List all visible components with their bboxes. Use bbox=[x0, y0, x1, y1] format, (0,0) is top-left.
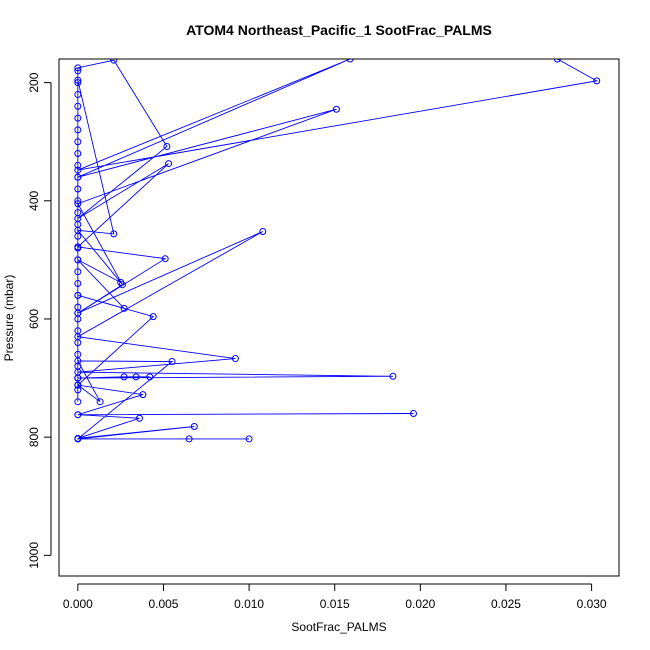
data-point bbox=[74, 197, 82, 205]
data-point bbox=[74, 374, 82, 382]
data-point bbox=[74, 64, 82, 72]
y-axis-label: Pressure (mbar) bbox=[2, 275, 16, 362]
x-tick-label: 0.015 bbox=[320, 597, 350, 611]
data-point bbox=[185, 435, 193, 443]
data-point bbox=[190, 423, 198, 431]
data-point bbox=[74, 138, 82, 146]
data-point bbox=[149, 313, 157, 321]
data-point bbox=[74, 161, 82, 169]
data-point bbox=[74, 102, 82, 110]
data-point bbox=[161, 255, 169, 263]
data-point bbox=[245, 435, 253, 443]
data-point bbox=[553, 59, 561, 63]
series-layer bbox=[74, 59, 601, 443]
x-tick-label: 0.030 bbox=[577, 597, 607, 611]
data-point bbox=[74, 243, 82, 251]
y-tick-label: 200 bbox=[27, 72, 41, 92]
data-point bbox=[74, 309, 82, 317]
data-point bbox=[74, 150, 82, 158]
data-point bbox=[74, 76, 82, 84]
data-point bbox=[118, 281, 126, 289]
data-point bbox=[259, 228, 267, 236]
axes-layer: 0.000 0.005 0.010 0.015 0.020 0.025 0.030 200 40… bbox=[27, 72, 607, 611]
data-point bbox=[593, 77, 601, 85]
data-point bbox=[389, 372, 397, 380]
data-point bbox=[74, 114, 82, 122]
data-point bbox=[346, 59, 354, 63]
data-point bbox=[74, 256, 82, 264]
data-point bbox=[74, 226, 82, 234]
x-tick-label: 0.025 bbox=[491, 597, 521, 611]
data-point bbox=[74, 381, 82, 389]
data-point bbox=[120, 304, 128, 312]
y-tick-label: 600 bbox=[27, 309, 41, 329]
x-axis-label: SootFrac_PALMS bbox=[291, 620, 386, 634]
data-point bbox=[74, 357, 82, 365]
data-point bbox=[120, 373, 128, 381]
chart-title: ATOM4 Northeast_Pacific_1 SootFrac_PALMS bbox=[186, 22, 492, 38]
data-point bbox=[74, 333, 82, 341]
data-point bbox=[74, 166, 82, 174]
data-point bbox=[139, 391, 147, 399]
data-point bbox=[74, 268, 82, 276]
data-point bbox=[74, 398, 82, 406]
data-point bbox=[74, 173, 82, 181]
data-point bbox=[110, 59, 118, 64]
data-point bbox=[231, 355, 239, 363]
data-point bbox=[165, 160, 173, 168]
data-point bbox=[74, 79, 82, 87]
data-point bbox=[135, 414, 143, 422]
data-point bbox=[96, 398, 104, 406]
data-point bbox=[110, 230, 118, 238]
data-point bbox=[132, 373, 140, 381]
data-point bbox=[168, 358, 176, 366]
data-point bbox=[410, 410, 417, 418]
data-point bbox=[146, 373, 154, 381]
data-point bbox=[74, 280, 82, 288]
y-tick-label: 800 bbox=[27, 427, 41, 447]
data-point bbox=[332, 105, 340, 113]
plot-frame bbox=[58, 58, 620, 577]
series-line bbox=[76, 59, 599, 440]
data-point bbox=[74, 90, 82, 98]
data-point bbox=[74, 185, 82, 193]
y-tick-label: 1000 bbox=[27, 542, 41, 569]
data-point bbox=[74, 67, 82, 75]
data-point bbox=[74, 215, 82, 223]
data-point bbox=[163, 142, 171, 150]
x-tick-label: 0.010 bbox=[234, 597, 264, 611]
y-tick-label: 400 bbox=[27, 190, 41, 210]
data-point bbox=[74, 200, 82, 208]
x-tick-label: 0.000 bbox=[63, 597, 93, 611]
data-point bbox=[74, 435, 82, 443]
data-point bbox=[74, 291, 82, 299]
data-point bbox=[74, 126, 82, 134]
data-point bbox=[74, 411, 82, 419]
x-tick-label: 0.020 bbox=[405, 597, 435, 611]
x-tick-label: 0.005 bbox=[148, 597, 178, 611]
data-point bbox=[74, 386, 82, 394]
